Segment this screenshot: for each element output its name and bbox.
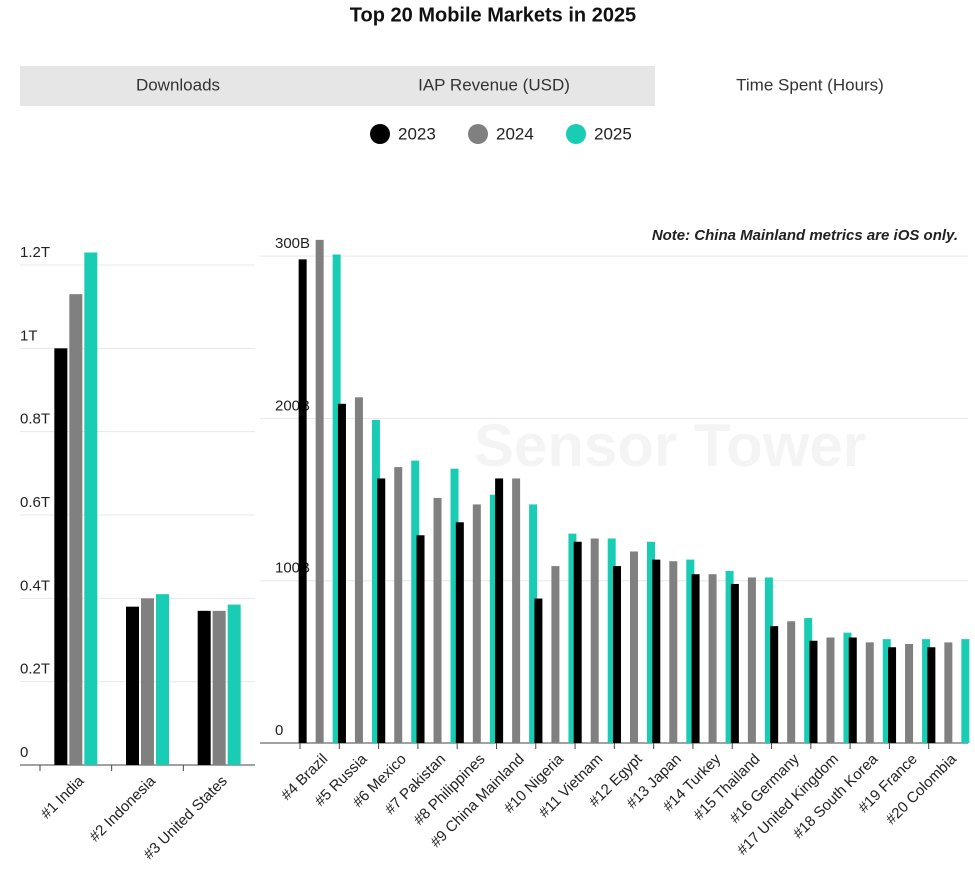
bar xyxy=(888,647,897,743)
bar xyxy=(652,559,661,743)
bar xyxy=(573,541,582,743)
bar xyxy=(905,643,914,743)
bar xyxy=(54,348,68,765)
bar xyxy=(371,420,380,743)
tab[interactable]: Downloads xyxy=(136,75,220,94)
bar xyxy=(691,574,700,743)
bar xyxy=(708,574,717,743)
watermark: Sensor Tower xyxy=(474,412,866,479)
bar xyxy=(590,538,599,743)
bar xyxy=(197,610,211,765)
bar xyxy=(613,566,621,743)
y-tick-label: 0.6T xyxy=(20,494,50,511)
bar xyxy=(568,533,577,743)
page-title: Top 20 Mobile Markets in 2025 xyxy=(350,4,636,26)
x-tick-label: #1 India xyxy=(38,772,88,822)
active-tab xyxy=(655,66,968,106)
bar xyxy=(450,468,459,743)
bar xyxy=(298,259,307,743)
bar xyxy=(764,577,773,743)
y-tick-label: 1T xyxy=(20,327,38,344)
y-tick-label: 0.8T xyxy=(20,411,50,428)
bar xyxy=(212,610,226,765)
bar xyxy=(411,460,420,743)
bar xyxy=(882,639,891,743)
bar xyxy=(377,478,386,743)
bar xyxy=(354,397,363,743)
bar xyxy=(495,478,504,743)
tab[interactable]: Time Spent (Hours) xyxy=(736,75,884,94)
y-tick-label: 0 xyxy=(275,722,283,739)
bar xyxy=(332,254,341,743)
bar xyxy=(433,497,442,743)
bar xyxy=(394,467,403,743)
y-tick-label: 0.4T xyxy=(20,577,50,594)
bar xyxy=(770,626,779,743)
bar xyxy=(843,632,852,743)
bar xyxy=(747,577,756,743)
bar xyxy=(337,403,346,743)
bar xyxy=(927,647,936,743)
legend-label: 2023 xyxy=(398,124,436,143)
legend-marker xyxy=(468,124,488,144)
bar xyxy=(551,566,560,743)
bar xyxy=(315,239,324,743)
bar xyxy=(730,583,739,743)
bar xyxy=(607,538,616,743)
bar xyxy=(69,294,83,765)
bar xyxy=(455,522,464,743)
bar xyxy=(725,570,734,743)
bar xyxy=(489,494,498,743)
bar xyxy=(126,606,139,765)
bar xyxy=(865,642,874,743)
tab[interactable]: IAP Revenue (USD) xyxy=(418,75,570,94)
bar xyxy=(669,561,678,743)
bar xyxy=(787,621,796,743)
bar xyxy=(922,639,931,743)
bar xyxy=(156,594,169,765)
legend-marker xyxy=(566,124,586,144)
y-tick-label: 0 xyxy=(20,744,28,761)
bar xyxy=(512,478,521,743)
bar xyxy=(804,618,813,743)
y-tick-label: 300B xyxy=(275,235,310,252)
bar xyxy=(647,541,655,743)
bar xyxy=(686,559,695,743)
bar xyxy=(227,604,241,765)
bar xyxy=(848,637,857,743)
note: Note: China Mainland metrics are iOS onl… xyxy=(652,227,958,244)
bar xyxy=(141,598,154,765)
legend-label: 2024 xyxy=(496,124,534,143)
bar xyxy=(826,637,835,743)
bar xyxy=(84,252,98,765)
bar xyxy=(944,642,953,743)
bar xyxy=(809,640,818,743)
bar xyxy=(630,551,638,743)
bar xyxy=(472,504,481,743)
bar xyxy=(416,535,425,743)
legend-marker xyxy=(370,124,390,144)
x-tick-label: #2 Indonesia xyxy=(86,772,159,845)
bar xyxy=(534,598,543,743)
y-tick-label: 1.2T xyxy=(20,244,50,261)
legend-label: 2025 xyxy=(594,124,632,143)
y-tick-label: 0.2T xyxy=(20,661,50,678)
bar xyxy=(961,639,970,743)
bar xyxy=(529,504,538,743)
